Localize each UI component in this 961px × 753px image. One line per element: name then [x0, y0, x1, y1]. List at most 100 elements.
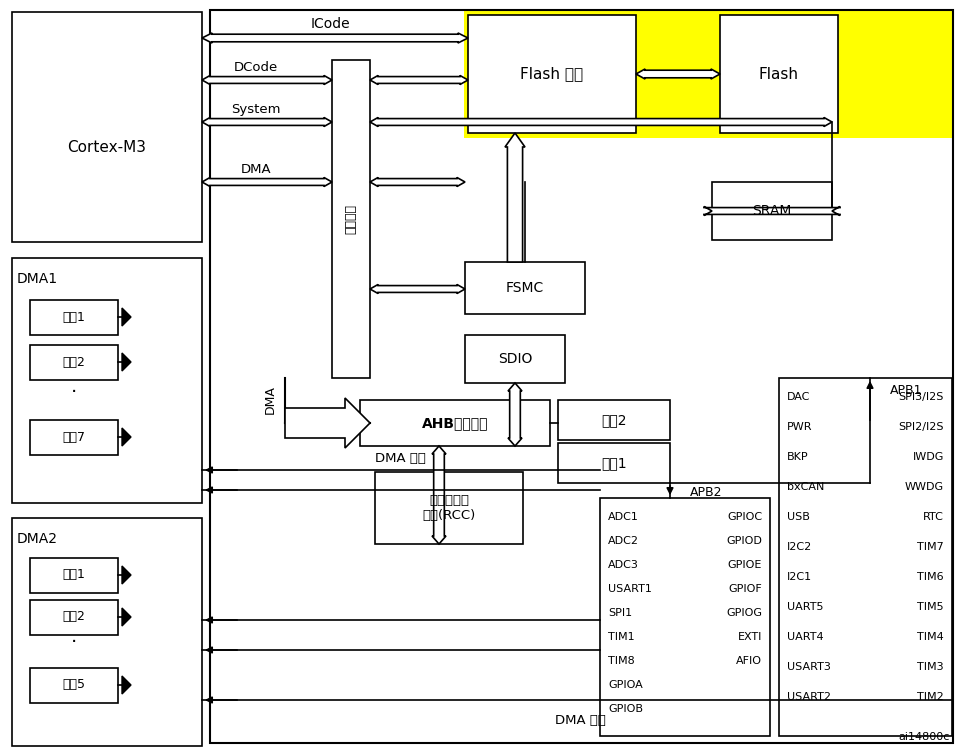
Bar [465, 262, 585, 314]
Text: UART5: UART5 [787, 602, 824, 612]
Text: AFIO: AFIO [736, 656, 762, 666]
Polygon shape [508, 383, 522, 446]
Polygon shape [202, 178, 332, 187]
Bar [360, 400, 550, 446]
Text: UART4: UART4 [787, 632, 824, 642]
Text: 通道7: 通道7 [62, 431, 86, 444]
Polygon shape [704, 206, 840, 215]
Text: 通道5: 通道5 [62, 678, 86, 691]
Polygon shape [636, 69, 720, 79]
Polygon shape [122, 353, 131, 371]
Polygon shape [370, 285, 465, 294]
Text: BKP: BKP [787, 452, 808, 462]
Text: 通道2: 通道2 [62, 611, 86, 623]
Polygon shape [122, 428, 131, 446]
Text: bxCAN: bxCAN [787, 482, 825, 492]
Bar [30, 345, 118, 380]
Bar [30, 420, 118, 455]
Text: SPI1: SPI1 [608, 608, 632, 618]
Text: SPI3/I2S: SPI3/I2S [899, 392, 944, 402]
Text: SPI2/I2S: SPI2/I2S [899, 422, 944, 432]
Bar [12, 518, 202, 746]
Polygon shape [285, 398, 370, 448]
Text: TIM2: TIM2 [917, 692, 944, 702]
Text: DCode: DCode [234, 60, 278, 74]
Text: USB: USB [787, 512, 810, 522]
Polygon shape [202, 33, 468, 43]
Text: Flash 接口: Flash 接口 [521, 66, 583, 81]
Text: ·: · [71, 383, 77, 401]
Text: TIM6: TIM6 [918, 572, 944, 582]
Text: ADC2: ADC2 [608, 536, 639, 546]
Text: IWDG: IWDG [913, 452, 944, 462]
Bar [30, 668, 118, 703]
Text: TIM8: TIM8 [608, 656, 635, 666]
Text: TIM1: TIM1 [608, 632, 634, 642]
Text: USART2: USART2 [787, 692, 831, 702]
Text: I2C2: I2C2 [787, 542, 812, 552]
Text: GPIOF: GPIOF [728, 584, 762, 594]
Text: GPIOB: GPIOB [608, 704, 643, 714]
Text: DMA: DMA [263, 386, 277, 414]
Text: SRAM: SRAM [752, 204, 792, 218]
Text: I2C1: I2C1 [787, 572, 812, 582]
Text: GPIOD: GPIOD [727, 536, 762, 546]
Text: ai14800c: ai14800c [899, 732, 950, 742]
Bar [30, 300, 118, 335]
Bar [12, 258, 202, 503]
Text: GPIOE: GPIOE [727, 560, 762, 570]
Text: 复位和时钟
控制(RCC): 复位和时钟 控制(RCC) [423, 494, 476, 522]
Text: DMA 请求: DMA 请求 [375, 452, 426, 465]
Text: AHB系统总线: AHB系统总线 [422, 416, 488, 430]
Bar [779, 378, 952, 736]
Bar [210, 10, 953, 743]
Text: Flash: Flash [759, 66, 799, 81]
Text: DMA1: DMA1 [17, 272, 58, 286]
Bar [468, 15, 636, 133]
Text: GPIOG: GPIOG [726, 608, 762, 618]
Text: TIM5: TIM5 [918, 602, 944, 612]
Text: DMA2: DMA2 [17, 532, 58, 546]
Bar [30, 558, 118, 593]
Text: WWDG: WWDG [905, 482, 944, 492]
Text: GPIOC: GPIOC [727, 512, 762, 522]
Text: PWR: PWR [787, 422, 812, 432]
Text: EXTI: EXTI [738, 632, 762, 642]
Bar [720, 15, 838, 133]
Polygon shape [122, 566, 131, 584]
Text: 桥接1: 桥接1 [602, 456, 627, 470]
Polygon shape [122, 608, 131, 626]
Bar [558, 400, 670, 440]
Text: RTC: RTC [924, 512, 944, 522]
Bar [30, 600, 118, 635]
Text: ·: · [71, 633, 77, 653]
Text: GPIOA: GPIOA [608, 680, 643, 690]
Text: DMA: DMA [240, 163, 271, 175]
Text: ADC1: ADC1 [608, 512, 639, 522]
Polygon shape [370, 178, 465, 187]
Text: 总线矩阵: 总线矩阵 [344, 204, 357, 234]
Text: 通道1: 通道1 [62, 310, 86, 324]
Bar [375, 472, 523, 544]
Bar [12, 12, 202, 242]
Polygon shape [122, 676, 131, 694]
Polygon shape [505, 133, 525, 262]
Bar [712, 182, 832, 240]
Text: 通道1: 通道1 [62, 569, 86, 581]
Text: TIM7: TIM7 [917, 542, 944, 552]
Text: TIM4: TIM4 [917, 632, 944, 642]
Polygon shape [370, 117, 832, 127]
Bar [464, 10, 954, 138]
Text: ICode: ICode [310, 17, 350, 31]
Text: DMA 请求: DMA 请求 [554, 714, 605, 727]
Text: USART1: USART1 [608, 584, 652, 594]
Text: Cortex-M3: Cortex-M3 [67, 139, 146, 154]
Text: 通道2: 通道2 [62, 355, 86, 368]
Text: APB2: APB2 [690, 486, 723, 498]
Bar [558, 443, 670, 483]
Text: TIM3: TIM3 [918, 662, 944, 672]
Text: SDIO: SDIO [498, 352, 532, 366]
Text: FSMC: FSMC [505, 281, 544, 295]
Text: APB1: APB1 [890, 383, 923, 397]
Bar [332, 60, 370, 378]
